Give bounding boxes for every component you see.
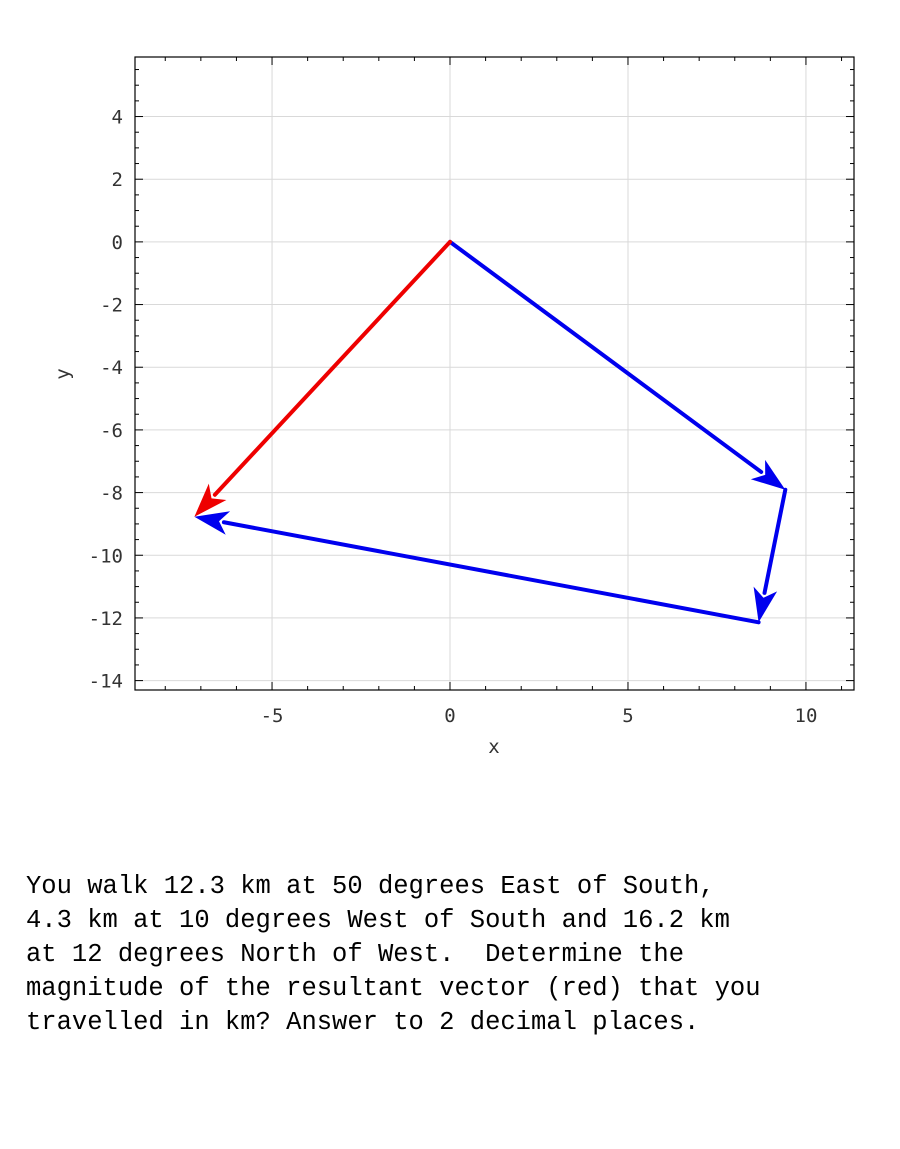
tick-labels: -5 0 5 10 4 2 0 -2 -4 -6 -8 -10 -12 -14 <box>89 107 818 727</box>
resultant-vector <box>212 239 453 497</box>
displacement-vector-1 <box>448 239 764 474</box>
x-tick-label: 10 <box>795 705 818 727</box>
question-line-2: 4.3 km at 10 degrees West of South and 1… <box>26 906 730 935</box>
y-tick-label: -10 <box>89 545 123 567</box>
y-tick-label: -6 <box>100 420 123 442</box>
resultant-vector-arrowhead <box>194 483 227 517</box>
x-tick-label: -5 <box>261 705 284 727</box>
x-axis-label: x <box>488 736 499 758</box>
y-tick-label: -8 <box>100 483 123 505</box>
vector-chart: -5 0 5 10 4 2 0 -2 -4 -6 -8 -10 -12 -14 x y <box>52 56 855 758</box>
y-tick-label: 2 <box>112 169 123 191</box>
vectors <box>194 239 788 625</box>
y-tick-label: -4 <box>100 357 123 379</box>
question-line-5: travelled in km? Answer to 2 decimal pla… <box>26 1008 700 1037</box>
y-tick-label: -12 <box>89 608 123 630</box>
question-line-1: You walk 12.3 km at 50 degrees East of S… <box>26 872 715 901</box>
y-tick-label: 4 <box>112 107 123 129</box>
displacement-vector-3 <box>221 520 761 625</box>
axis-ticks <box>135 57 854 690</box>
y-tick-label: -2 <box>100 295 123 317</box>
question-text: You walk 12.3 km at 50 degrees East of S… <box>26 870 886 1040</box>
y-axis-label: y <box>52 368 74 379</box>
displacement-vector-2-arrowhead <box>753 586 778 623</box>
grid-lines <box>135 57 854 690</box>
displacement-vector-1-arrowhead <box>750 459 786 490</box>
y-tick-label: -14 <box>89 671 123 693</box>
displacement-vector-3-arrowhead <box>194 511 231 535</box>
question-line-3: at 12 degrees North of West. Determine t… <box>26 940 685 969</box>
y-tick-label: 0 <box>112 232 123 254</box>
plot-frame <box>134 56 855 691</box>
question-line-4: magnitude of the resultant vector (red) … <box>26 974 761 1003</box>
displacement-vector-2 <box>762 487 788 595</box>
x-tick-label: 0 <box>444 705 455 727</box>
x-tick-label: 5 <box>622 705 633 727</box>
